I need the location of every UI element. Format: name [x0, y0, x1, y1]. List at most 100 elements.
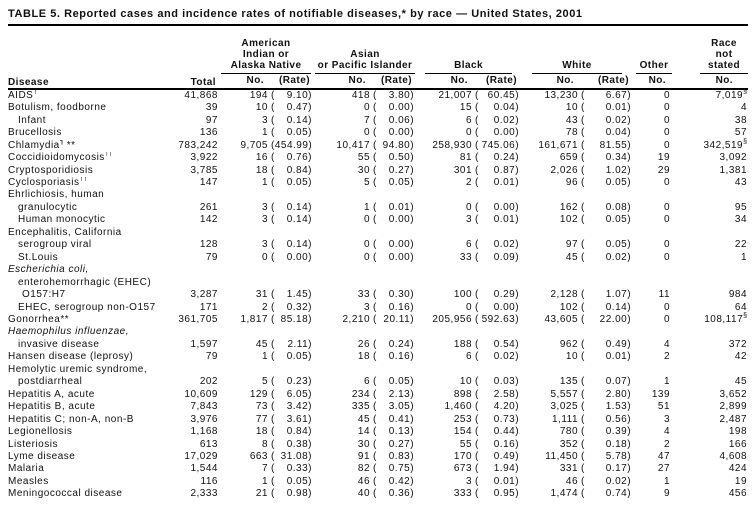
black-no-cell: 154: [453, 426, 473, 438]
table-body: AIDS† 41,868 194(9.10) 418(3.80) 21,007(60.4…: [8, 88, 748, 501]
open-paren: (: [373, 239, 377, 251]
disease-cell: granulocytic: [8, 202, 164, 214]
subheader-no-api: No.: [314, 73, 371, 90]
open-paren: (: [581, 251, 585, 263]
open-paren: (: [475, 201, 479, 213]
other-no-cell: 0: [663, 176, 671, 188]
open-paren: (: [373, 89, 377, 101]
black-no-cell: 2: [465, 176, 473, 188]
total-cell: 1,597: [190, 338, 218, 350]
disease-cell: Hemolytic uremic syndrome,: [8, 364, 164, 376]
column-group-label-ns: Race not stated: [700, 38, 749, 74]
rate-value: 0.05): [286, 127, 313, 139]
other-no-cell: 0: [663, 102, 671, 114]
rate-value: 0.39): [605, 426, 632, 438]
disease-cell: Brucellosis: [8, 127, 164, 139]
white-no-cell: 96: [565, 176, 579, 188]
other-no-cell: 1: [663, 376, 671, 388]
white-no-cell: 10: [565, 351, 579, 363]
disease-cell: Hepatitis B, acute: [8, 401, 164, 413]
open-paren: (: [475, 313, 479, 325]
white-no-cell: 102: [559, 301, 579, 313]
open-paren: (: [373, 201, 377, 213]
column-group-white: White: [521, 27, 633, 74]
table-row: Hemolytic uremic syndrome,: [8, 364, 748, 376]
rate-value: 0.36): [388, 488, 415, 500]
rate-value: 0.06): [388, 114, 415, 126]
rate-value: 0.98): [286, 488, 313, 500]
rate-value: 0.14): [605, 301, 632, 313]
open-paren: (: [373, 176, 377, 188]
aian-no-cell: 10: [255, 102, 268, 114]
rate-value: 0.05): [286, 351, 313, 363]
open-paren: (: [373, 376, 377, 388]
aian-no-cell: 45: [255, 338, 268, 350]
api-rate-cell: (0.27): [370, 165, 416, 177]
white-rate-cell: (0.56): [578, 414, 633, 426]
white-rate-cell: (0.05): [578, 239, 633, 251]
black-rate-cell: (0.02): [472, 115, 521, 127]
white-rate-cell: (0.04): [578, 127, 633, 139]
open-paren: (: [271, 401, 275, 413]
other-no-cell: 0: [663, 114, 671, 126]
empty-cell: [164, 264, 748, 276]
table-row: Encephalitis, California: [8, 227, 748, 239]
footnote-marker: §: [743, 138, 748, 146]
aian-no-cell: 1: [261, 176, 268, 188]
total-cell: 2,333: [190, 488, 218, 500]
black-rate-cell: (4.20): [472, 401, 521, 413]
disease-label: enterohemorrhagic (EHEC): [18, 276, 152, 288]
white-no-cell: 1,111: [551, 413, 579, 425]
black-rate-cell: (0.73): [472, 414, 521, 426]
rate-value: 592.63): [481, 313, 520, 325]
aian-no-cell: 3: [261, 114, 268, 126]
open-paren: (: [373, 426, 377, 438]
table-row: postdiarrheal 202 5(0.23) 6(0.05) 10(0.03) 13…: [8, 376, 748, 388]
black-no-cell: 205,956: [432, 313, 473, 325]
total-cell: 1,544: [190, 463, 218, 475]
black-no-cell: 253: [453, 413, 473, 425]
aian-no-cell: 0: [261, 251, 268, 263]
aian-no-cell: 3: [261, 239, 268, 251]
black-rate-cell: (1.94): [472, 463, 521, 475]
other-no-cell: 0: [663, 251, 671, 263]
aian-rate-cell: (3.42): [268, 401, 314, 413]
aian-no-cell: 194: [249, 89, 268, 101]
white-rate-cell: (0.05): [578, 177, 633, 189]
black-rate-cell: (0.95): [472, 488, 521, 500]
race-not-stated-cell: 372: [728, 338, 748, 350]
rate-value: 0.33): [286, 463, 313, 475]
open-paren: (: [475, 152, 479, 164]
disease-cell: Chlamydia¶ **: [8, 139, 76, 151]
disease-label: Encephalitis, California: [8, 226, 122, 238]
white-no-cell: 3,025: [550, 401, 579, 413]
white-rate-cell: (0.05): [578, 214, 633, 226]
api-rate-cell: (0.75): [370, 463, 416, 475]
open-paren: (: [581, 164, 585, 176]
black-rate-cell: (0.87): [472, 165, 521, 177]
white-no-cell: 780: [559, 426, 579, 438]
white-rate-cell: (0.01): [578, 102, 633, 114]
open-paren: (: [581, 313, 585, 325]
disease-cell: O157:H7: [8, 289, 164, 301]
rate-value: 0.00): [286, 251, 313, 263]
black-rate-cell: (0.16): [472, 439, 521, 451]
open-paren: (: [271, 438, 275, 450]
aian-no-cell: 77: [255, 413, 268, 425]
open-paren: (: [373, 401, 377, 413]
total-cell: 171: [199, 301, 218, 313]
race-not-stated-cell: 95: [734, 201, 748, 213]
api-no-cell: 30: [357, 164, 371, 176]
header-subrow: No. (Rate) No. (Rate) No. (Rate) No. (Rate) No. N…: [8, 73, 749, 90]
rate-value: 60.45): [487, 89, 520, 101]
black-no-cell: 6: [465, 114, 473, 126]
race-not-stated-cell: 38: [734, 114, 748, 126]
table-row: Gonorrhea** 361,705 1,817(85.18) 2,210(20.1…: [8, 313, 748, 326]
api-no-cell: 18: [357, 351, 371, 363]
open-paren: (: [271, 102, 275, 114]
white-rate-cell: (0.49): [578, 339, 633, 351]
open-paren: (: [373, 152, 377, 164]
api-rate-cell: (0.05): [370, 376, 416, 388]
aian-no-cell: 18: [255, 164, 268, 176]
table-row: Listeriosis 613 8(0.38) 30(0.27) 55(0.16) 352…: [8, 439, 748, 451]
